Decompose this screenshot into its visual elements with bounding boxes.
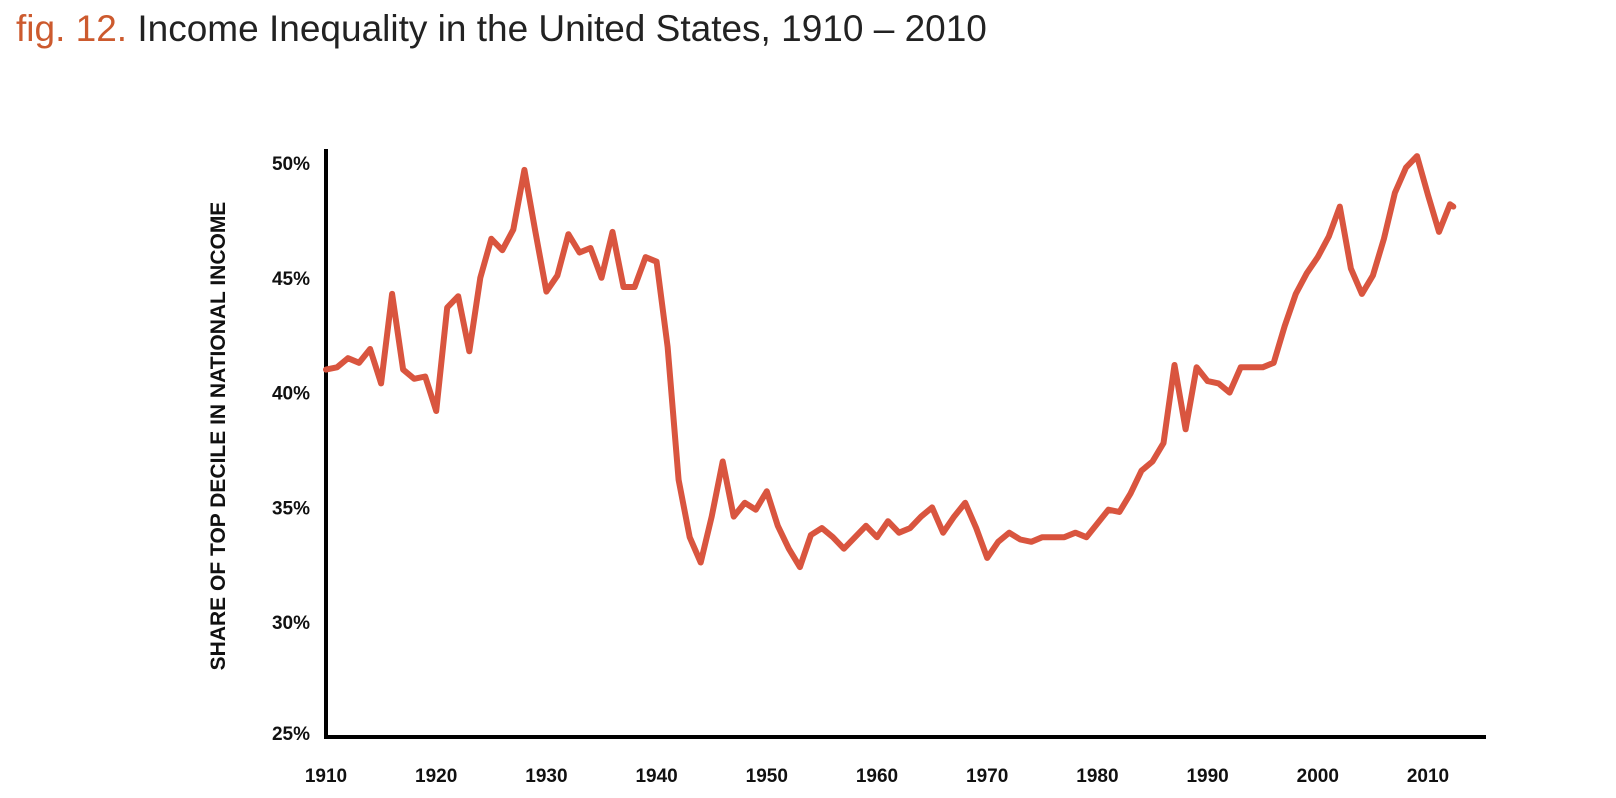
chart-series	[323, 153, 1457, 571]
figure-number: fig. 12.	[16, 8, 128, 49]
chart-tick-labels: 25% 30% 35% 40% 45% 50% 1910 1920 1930 1940 1950 19…	[272, 154, 1449, 787]
y-tick-label: 40%	[272, 384, 310, 405]
x-tick-label: 2000	[1297, 766, 1339, 787]
figure-title: fig. 12. Income Inequality in the United…	[16, 8, 987, 50]
series-line	[323, 153, 1457, 571]
x-tick-label: 1920	[415, 766, 457, 787]
chart-axes	[324, 149, 1486, 739]
x-tick-label: 2010	[1407, 766, 1449, 787]
y-tick-label: 50%	[272, 154, 310, 175]
y-tick-label: 30%	[272, 613, 310, 634]
y-tick-label: 25%	[272, 724, 310, 745]
figure-title-text: Income Inequality in the United States, …	[137, 8, 987, 49]
x-tick-label: 1990	[1186, 766, 1228, 787]
x-tick-label: 1960	[856, 766, 898, 787]
x-tick-label: 1940	[635, 766, 677, 787]
x-tick-label: 1910	[305, 766, 347, 787]
x-tick-label: 1970	[966, 766, 1008, 787]
x-tick-label: 1950	[746, 766, 788, 787]
y-tick-label: 35%	[272, 498, 310, 519]
x-tick-label: 1930	[525, 766, 567, 787]
x-tick-label: 1980	[1076, 766, 1118, 787]
y-tick-label: 45%	[272, 269, 310, 290]
y-axis-label: SHARE OF TOP DECILE IN NATIONAL INCOME	[207, 202, 230, 671]
